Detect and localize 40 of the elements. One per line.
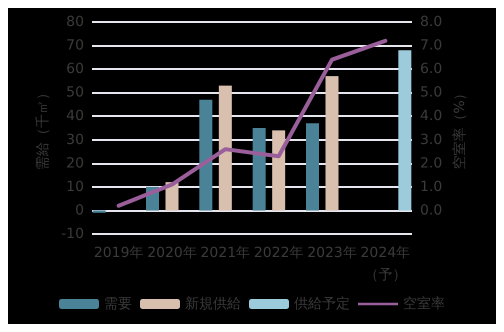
line-series bbox=[116, 38, 388, 208]
y-tick-label: 80 bbox=[66, 14, 84, 30]
y-tick-label: 70 bbox=[66, 38, 84, 54]
y-tick-label: 60 bbox=[66, 61, 84, 78]
bar bbox=[199, 100, 212, 210]
bar bbox=[272, 130, 286, 210]
y2-tick-label: 8.0 bbox=[420, 14, 442, 30]
legend-label: 供給予定 bbox=[294, 296, 350, 312]
y2-tick-label: 4.0 bbox=[420, 108, 442, 124]
y-axis-title: 需給（千㎡） bbox=[35, 86, 52, 170]
x-tick-label: 2021年 bbox=[200, 245, 250, 261]
y2-tick-label: 1.0 bbox=[420, 178, 442, 195]
y-tick-label: 0 bbox=[75, 202, 84, 218]
y2-tick-label: 0.0 bbox=[420, 202, 442, 218]
legend-label: 需要 bbox=[104, 296, 132, 312]
x-tick-label: 2019年 bbox=[94, 245, 144, 261]
y-tick-label: 10 bbox=[66, 178, 84, 195]
bar bbox=[92, 210, 106, 213]
bar bbox=[398, 50, 412, 210]
bar bbox=[306, 123, 319, 210]
y2-tick-label: 3.0 bbox=[420, 132, 442, 148]
bar bbox=[218, 86, 232, 210]
x-tick-label: 2022年 bbox=[254, 245, 304, 261]
x-tick-label: 2023年 bbox=[307, 245, 357, 261]
x-tick-label: 2020年 bbox=[147, 245, 197, 261]
y-tick-label: 30 bbox=[66, 132, 84, 148]
y2-axis-title: 空室率（%） bbox=[452, 86, 468, 170]
y2-tick-label: 7.0 bbox=[420, 38, 442, 54]
y2-tick-label: 5.0 bbox=[420, 84, 442, 101]
bar bbox=[252, 128, 266, 210]
legend-label: 空室率 bbox=[403, 296, 445, 312]
x-tick-label: 2024年（予） bbox=[360, 245, 410, 283]
y2-tick-label: 6.0 bbox=[420, 61, 442, 78]
y-tick-label: -10 bbox=[61, 226, 84, 242]
bar bbox=[326, 76, 338, 210]
legend-label: 新規供給 bbox=[185, 296, 241, 312]
y-tick-label: 40 bbox=[66, 108, 84, 124]
y-tick-label: 20 bbox=[66, 155, 84, 172]
y-tick-label: 50 bbox=[66, 84, 84, 101]
y2-tick-label: 2.0 bbox=[420, 155, 442, 172]
